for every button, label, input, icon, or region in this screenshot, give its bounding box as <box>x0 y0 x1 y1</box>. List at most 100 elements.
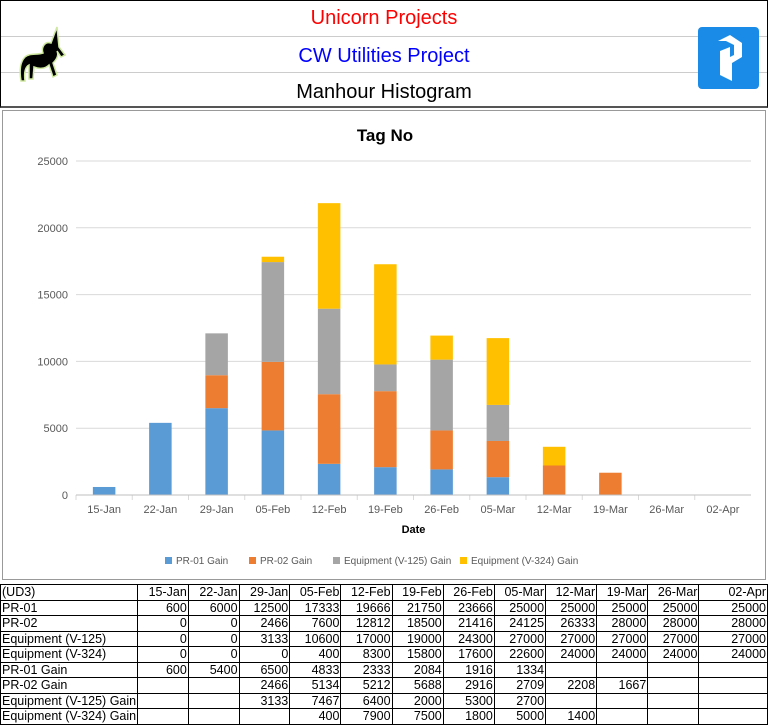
table-cell: 25000 <box>647 599 700 616</box>
company-name: Unicorn Projects <box>310 7 458 29</box>
x-tick-label: 26-Mar <box>649 504 684 516</box>
table-cell: 28000 <box>698 615 768 632</box>
table-cell: 25000 <box>698 599 768 616</box>
row-label: Equipment (V-324) <box>0 646 139 663</box>
table-cell: 2208 <box>545 677 598 694</box>
table-cell: 24000 <box>596 646 649 663</box>
bar-equipment-v-324-gain <box>374 264 397 365</box>
table-cell: 22600 <box>493 646 547 663</box>
table-cell: 400 <box>289 708 342 725</box>
table-cell <box>238 708 291 725</box>
table-cell: 12812 <box>340 615 393 632</box>
row-label: PR-01 <box>0 599 139 616</box>
x-tick-label: 22-Jan <box>144 504 178 516</box>
report-header: Unicorn Projects CW Utilities Project Ma… <box>0 0 768 108</box>
bar-pr-02-gain <box>374 391 397 468</box>
y-tick-label: 25000 <box>37 156 68 168</box>
table-cell <box>698 661 768 678</box>
y-tick-label: 10000 <box>37 356 68 368</box>
table-cell <box>596 708 649 725</box>
app-logo-icon <box>698 27 759 89</box>
table-cell: 5300 <box>442 692 495 709</box>
x-tick-label: 29-Jan <box>200 504 234 516</box>
table-cell: 26-Mar <box>647 584 700 601</box>
chart-svg: Tag No 0 5000 10000 15000 20000 25000 15-Jan 22-… <box>37 126 751 567</box>
table-cell: 21416 <box>442 615 495 632</box>
x-tick-label: 26-Feb <box>424 504 459 516</box>
table-cell: 12-Feb <box>340 584 393 601</box>
table-cell: 2709 <box>493 677 547 694</box>
table-cell: 23666 <box>442 599 495 616</box>
bar-equipment-v-125-gain <box>261 262 285 362</box>
table-cell: 19-Mar <box>596 584 649 601</box>
row-label: PR-01 Gain <box>0 661 138 678</box>
table-cell: 12500 <box>238 599 291 616</box>
table-row: PR-01 Gain 600 5400 6500 4833 2333 2084 1916 133… <box>0 661 768 678</box>
table-cell: 27000 <box>493 630 547 647</box>
table-cell: 19-Feb <box>391 584 444 601</box>
table-cell: 24125 <box>493 615 547 632</box>
table-cell: 24000 <box>647 646 700 663</box>
table-cell: 6500 <box>238 661 291 678</box>
legend-swatch <box>333 557 340 564</box>
table-cell <box>187 692 240 709</box>
table-cell: 27000 <box>698 630 768 647</box>
bar-pr-02-gain <box>430 430 453 470</box>
bar-pr-01-gain <box>374 467 397 495</box>
table-cell: 15-Jan <box>137 584 189 601</box>
table-cell: 25000 <box>493 599 547 616</box>
table-cell: 24300 <box>442 630 495 647</box>
table-cell: 28000 <box>647 615 700 632</box>
x-tick-label: 19-Feb <box>368 504 403 516</box>
table-cell <box>647 692 700 709</box>
table-cell <box>187 708 240 725</box>
bar-pr-01-gain <box>486 477 510 495</box>
table-row: Equipment (V-324) Gain 400 7900 7500 1800 500… <box>0 708 768 725</box>
table-cell: 22-Jan <box>187 584 240 601</box>
table-cell: 5400 <box>187 661 240 678</box>
table-cell: 27000 <box>545 630 598 647</box>
table-header-row: (UD3) 15-Jan 22-Jan 29-Jan 05-Feb 12-Feb 19-Fe… <box>0 584 768 601</box>
table-cell: 02-Apr <box>698 584 768 601</box>
table-cell: 29-Jan <box>238 584 291 601</box>
table-row: PR-02 0 0 2466 7600 12812 18500 21416 24125 26333… <box>0 615 768 632</box>
unicorn-logo-icon <box>19 26 67 82</box>
table-cell: 27000 <box>647 630 700 647</box>
table-cell: 1400 <box>545 708 598 725</box>
table-cell: 7467 <box>289 692 342 709</box>
table-cell <box>698 708 768 725</box>
table-cell: 0 <box>187 615 240 632</box>
table-cell: 0 <box>238 646 291 663</box>
table-cell: 1800 <box>442 708 495 725</box>
table-row: Equipment (V-125) Gain 3133 7467 6400 2000 53… <box>0 692 768 709</box>
bar-pr-02-gain <box>599 472 622 495</box>
table-cell <box>187 677 240 694</box>
table-cell <box>545 661 598 678</box>
bar-pr-02-gain <box>205 375 228 409</box>
table-cell: 2084 <box>391 661 444 678</box>
table-cell: 25000 <box>545 599 598 616</box>
table-cell: 2466 <box>238 677 291 694</box>
table-cell: 600 <box>137 599 189 616</box>
table-cell: 2333 <box>340 661 393 678</box>
table-cell: 10600 <box>289 630 342 647</box>
legend-swatch <box>165 557 172 564</box>
table-cell: 600 <box>137 661 189 678</box>
x-axis-title: Date <box>402 524 426 536</box>
table-cell <box>545 692 598 709</box>
table-cell: 21750 <box>391 599 444 616</box>
row-label: Equipment (V-125) <box>0 630 139 647</box>
legend-swatch <box>249 557 256 564</box>
table-cell <box>698 692 768 709</box>
table-cell: 5134 <box>289 677 342 694</box>
report-title: Manhour Histogram <box>296 81 472 103</box>
table-cell: 2700 <box>493 692 547 709</box>
bar-equipment-v-324-gain <box>486 338 510 405</box>
table-cell: 5000 <box>493 708 547 725</box>
legend-label: Equipment (V-324) Gain <box>471 556 578 567</box>
table-cell: 7500 <box>391 708 444 725</box>
bar-equipment-v-324-gain <box>542 446 566 466</box>
table-cell: 400 <box>289 646 342 663</box>
table-cell: 5212 <box>340 677 393 694</box>
bar-pr-01-gain <box>205 408 228 495</box>
